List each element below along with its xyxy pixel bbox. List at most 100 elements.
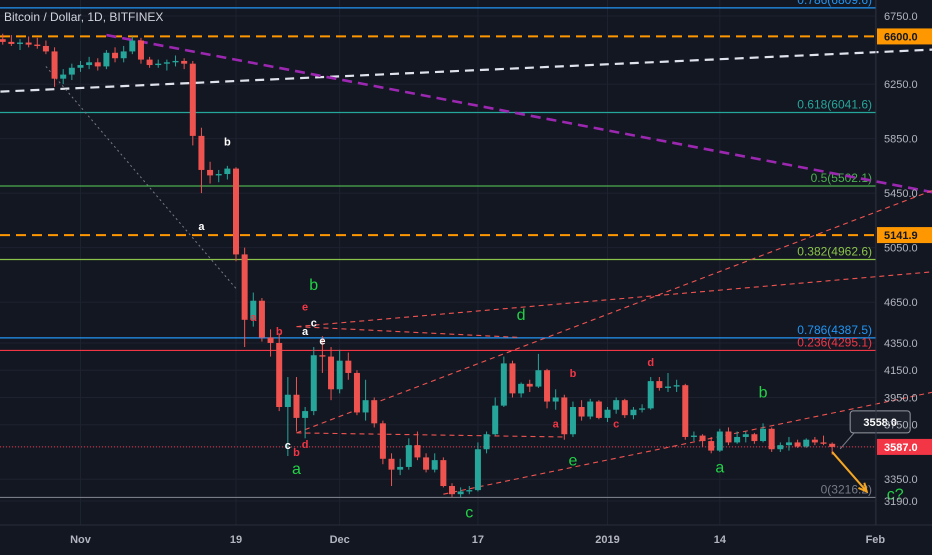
candle[interactable] [181, 58, 188, 70]
candle[interactable] [241, 247, 248, 348]
candle[interactable] [708, 436, 715, 454]
candle[interactable] [449, 483, 455, 497]
candle[interactable] [146, 56, 153, 68]
candle[interactable] [639, 404, 646, 413]
candle[interactable] [647, 377, 654, 410]
candle[interactable] [734, 431, 741, 444]
candle[interactable] [189, 60, 196, 146]
candle[interactable] [0, 33, 6, 45]
candle[interactable] [137, 37, 144, 64]
candle[interactable] [500, 356, 507, 407]
time-axis[interactable]: Nov19Dec17201914Feb13Mar [70, 534, 932, 546]
candle[interactable] [233, 167, 239, 262]
candle[interactable] [569, 401, 576, 437]
candle[interactable] [544, 368, 551, 409]
candle[interactable] [397, 458, 404, 476]
candle[interactable] [656, 377, 663, 391]
candle[interactable] [613, 397, 620, 414]
candle[interactable] [34, 37, 41, 49]
candle[interactable] [414, 431, 421, 461]
candle[interactable] [371, 397, 378, 428]
candle[interactable] [665, 372, 671, 393]
candle[interactable] [215, 169, 222, 183]
candle[interactable] [483, 431, 490, 454]
candle[interactable] [803, 438, 810, 448]
candle[interactable] [328, 347, 335, 401]
candle[interactable] [155, 59, 162, 68]
candle[interactable] [129, 36, 136, 55]
candle[interactable] [526, 379, 533, 393]
candle[interactable] [820, 435, 827, 446]
candle[interactable] [760, 423, 767, 443]
candle[interactable] [86, 56, 93, 70]
candle[interactable] [578, 400, 585, 421]
candle[interactable] [25, 36, 32, 48]
candle[interactable] [103, 50, 110, 70]
candle[interactable] [319, 336, 326, 373]
candle[interactable] [224, 165, 231, 180]
candle[interactable] [284, 377, 291, 457]
candle[interactable] [198, 127, 205, 194]
candle[interactable] [725, 427, 732, 446]
candles-layer[interactable] [0, 33, 836, 498]
candle[interactable] [250, 292, 257, 327]
candle[interactable] [716, 428, 723, 452]
candle[interactable] [353, 370, 360, 416]
candle[interactable] [621, 398, 628, 418]
candle[interactable] [492, 397, 499, 436]
candle[interactable] [604, 406, 611, 422]
candle[interactable] [630, 406, 637, 420]
candle[interactable] [276, 333, 283, 412]
candle[interactable] [742, 431, 749, 443]
candle[interactable] [518, 382, 525, 398]
candle[interactable] [302, 406, 309, 439]
candle[interactable] [509, 360, 516, 398]
candle[interactable] [94, 58, 101, 71]
candle[interactable] [310, 347, 317, 416]
candle[interactable] [112, 47, 119, 63]
candle[interactable] [595, 400, 602, 420]
candle[interactable] [17, 39, 23, 51]
candle[interactable] [163, 59, 170, 71]
candle[interactable] [552, 389, 559, 410]
candle[interactable] [811, 436, 818, 446]
candle[interactable] [68, 63, 75, 81]
candle[interactable] [60, 69, 67, 85]
candle[interactable] [794, 439, 801, 448]
candle[interactable] [336, 349, 343, 394]
price-axis[interactable]: 3190.0 3350.0 3750.0 3950.0 4150.0 4350.0 4650… [877, 11, 932, 508]
candle[interactable] [777, 442, 784, 452]
candle[interactable] [345, 352, 352, 380]
candle[interactable] [431, 453, 438, 473]
candle[interactable] [440, 457, 447, 488]
candle[interactable] [207, 161, 214, 184]
candle[interactable] [474, 442, 481, 492]
candle[interactable] [561, 394, 568, 440]
candle[interactable] [42, 40, 49, 55]
candle[interactable] [77, 60, 84, 72]
candle[interactable] [8, 35, 15, 46]
candle[interactable] [388, 453, 395, 487]
candle[interactable] [466, 486, 473, 495]
candle[interactable] [457, 487, 464, 498]
candle[interactable] [535, 353, 542, 388]
candle[interactable] [267, 329, 274, 357]
candle[interactable] [690, 431, 697, 442]
candle[interactable] [673, 379, 680, 393]
candle[interactable] [293, 377, 300, 432]
candle[interactable] [258, 298, 265, 342]
candle[interactable] [587, 398, 594, 420]
candle[interactable] [379, 420, 386, 465]
candle[interactable] [785, 436, 792, 451]
candle[interactable] [699, 434, 706, 447]
candle[interactable] [423, 453, 430, 473]
candle[interactable] [768, 427, 775, 452]
candle[interactable] [51, 47, 58, 87]
candle[interactable] [682, 383, 689, 440]
candle[interactable] [405, 438, 412, 470]
candle[interactable] [120, 45, 127, 63]
candle[interactable] [751, 432, 758, 444]
candle[interactable] [172, 55, 179, 67]
